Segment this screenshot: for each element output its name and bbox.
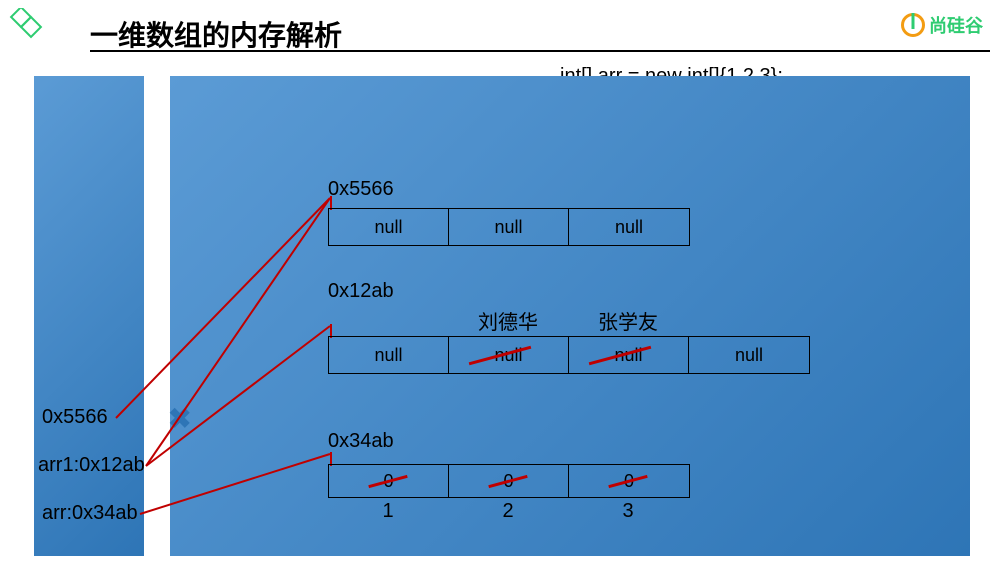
array1-cell-2: null [569, 209, 689, 245]
array2-cell-0: null [329, 337, 449, 373]
stack-entry-2: arr:0x34ab [42, 502, 138, 525]
array3-address: 0x34ab [328, 430, 394, 453]
array3-below-0: 1 [328, 500, 448, 523]
logo-left-icon [8, 8, 44, 49]
stack-region [34, 76, 144, 556]
array3-below-2: 3 [568, 500, 688, 523]
logo-right-icon [901, 13, 925, 37]
array2-cell-3: null [689, 337, 809, 373]
array2: null null null null [328, 336, 810, 374]
array1-cell-1: null [449, 209, 569, 245]
title-underline [90, 50, 990, 52]
array1: null null null [328, 208, 690, 246]
array3-below-1: 2 [448, 500, 568, 523]
header: 一维数组的内存解析 尚硅谷 [0, 0, 997, 50]
array2-cell-1: null [449, 337, 569, 373]
array1-cell-0: null [329, 209, 449, 245]
x-mark-icon: ✖ [168, 402, 191, 435]
page-title: 一维数组的内存解析 [90, 14, 342, 54]
logo-right: 尚硅谷 [901, 12, 983, 38]
array2-above-2: 张学友 [568, 306, 688, 335]
stack-entry-1: arr1:0x12ab [38, 454, 145, 477]
array2-address: 0x12ab [328, 280, 394, 303]
array1-address: 0x5566 [328, 178, 394, 201]
logo-right-text: 尚硅谷 [929, 12, 983, 38]
array2-cell-2: null [569, 337, 689, 373]
stack-entry-0: 0x5566 [42, 406, 108, 429]
array2-above-1: 刘德华 [448, 306, 568, 335]
